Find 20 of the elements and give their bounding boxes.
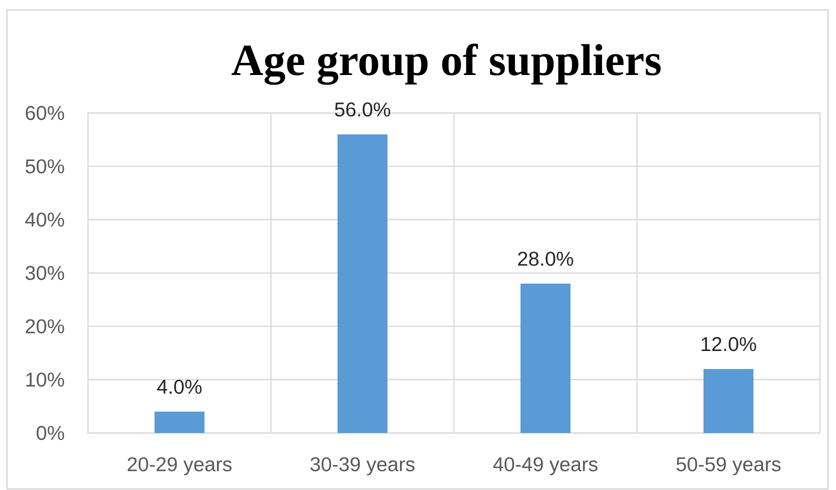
bar — [338, 134, 388, 433]
chart-title: Age group of suppliers — [232, 44, 661, 85]
y-tick-label: 40% — [25, 212, 64, 227]
data-label: 56.0% — [334, 102, 390, 117]
y-tick-label: 20% — [26, 319, 64, 334]
y-tick-label: 0% — [36, 426, 64, 440]
y-tick-label: 50% — [26, 159, 64, 174]
bar — [154, 412, 205, 433]
y-tick-label: 60% — [26, 106, 64, 120]
data-label: 28.0% — [518, 252, 574, 266]
bar — [520, 284, 570, 433]
data-label: 12.0% — [702, 337, 756, 352]
bar — [703, 368, 754, 433]
y-tick-label: 10% — [26, 372, 64, 387]
x-tick-label: 40-49 years — [493, 457, 598, 476]
x-tick-label: 30-39 years — [310, 457, 415, 476]
x-tick-label: 50-59 years — [676, 457, 781, 476]
x-tick-label: 20-29 years — [128, 457, 232, 476]
data-label: 4.0% — [157, 380, 202, 394]
y-tick-label: 30% — [26, 266, 64, 280]
